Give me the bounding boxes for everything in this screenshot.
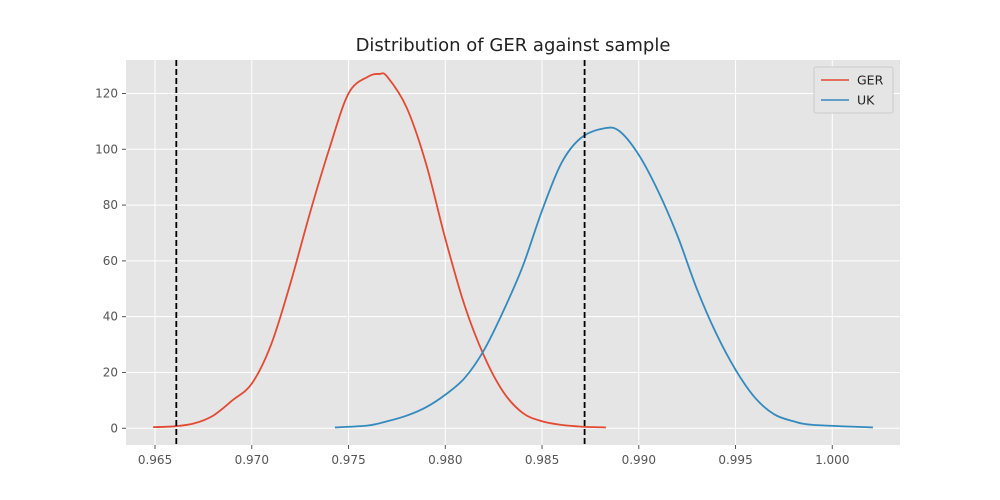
x-tick-label: 0.975 — [331, 453, 365, 467]
series-line-uk — [334, 126, 873, 429]
plot-area — [126, 60, 900, 445]
y-tick-label: 100 — [95, 142, 118, 156]
legend-box — [813, 66, 894, 114]
legend-label-ger: GER — [857, 73, 884, 88]
y-tick-label: 0 — [110, 421, 118, 435]
x-tick-label: 0.995 — [718, 453, 752, 467]
y-tick-label: 20 — [103, 365, 118, 379]
x-tick-label: 0.965 — [138, 453, 172, 467]
y-tick-label: 120 — [95, 86, 118, 100]
y-tick-label: 60 — [103, 254, 118, 268]
x-tick-label: 0.980 — [428, 453, 462, 467]
y-tick-label: 40 — [103, 310, 118, 324]
grid — [126, 60, 900, 445]
chart-title: Distribution of GER against sample — [356, 35, 671, 56]
legend: GER UK — [813, 66, 894, 114]
y-axis: 0 20 40 60 80 100 120 — [95, 86, 126, 435]
x-tick-label: 0.970 — [235, 453, 269, 467]
legend-label-uk: UK — [857, 93, 875, 108]
x-tick-label: 0.990 — [622, 453, 656, 467]
x-tick-label: 1.000 — [815, 453, 849, 467]
x-axis: 0.965 0.970 0.975 0.980 0.985 0.990 0.995 1.000 — [138, 445, 849, 467]
x-tick-label: 0.985 — [525, 453, 559, 467]
series-layer — [153, 72, 873, 429]
series-line-ger — [153, 72, 606, 429]
reference-lines — [175, 60, 586, 445]
y-tick-label: 80 — [103, 198, 118, 212]
